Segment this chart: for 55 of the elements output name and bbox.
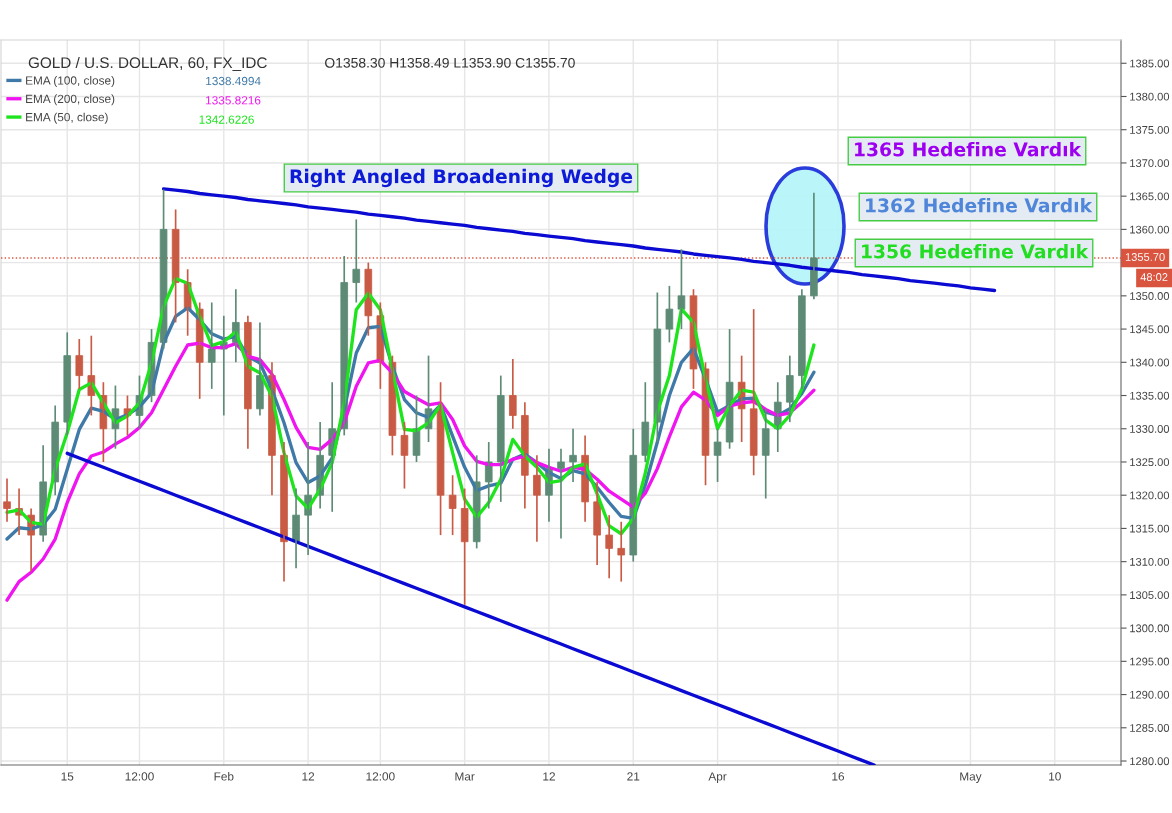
y-tick-label: 1295.00 [1130, 657, 1170, 666]
y-tick-label: 1350.00 [1130, 292, 1170, 300]
line-series [65, 451, 876, 765]
x-tick-label: Feb [214, 771, 234, 781]
y-tick-label: 1305.00 [1130, 591, 1170, 600]
x-tick-label: May [960, 772, 982, 783]
annotation: 1342.6226 [199, 115, 254, 124]
ref-line-label: 1355.70 [1125, 253, 1165, 261]
y-tick-label: 1360.00 [1130, 225, 1170, 234]
y-tick-label: 1290.00 [1130, 690, 1170, 699]
y-tick-label: 1300.00 [1130, 624, 1170, 633]
text: 48:02 [1140, 273, 1168, 281]
y-tick-label: 1380.00 [1130, 92, 1170, 101]
y-tick-label: 1330.00 [1130, 425, 1170, 433]
x-tick-label: Mar [455, 772, 475, 781]
y-tick-label: 1280.00 [1130, 757, 1170, 766]
text: O1358.30 H1358.49 L1353.90 C1355.70 [325, 57, 575, 68]
text: GOLD / U.S. DOLLAR, 60, FX_IDC [28, 56, 267, 71]
candlestick [448, 474, 457, 536]
annotation: 1362 Hedefine Vardık [866, 197, 1093, 213]
y-tick-label: 1335.00 [1130, 391, 1170, 400]
x-tick-label: 10 [1049, 772, 1061, 781]
annotation: 1335.8216 [206, 96, 261, 105]
candlestick [400, 421, 409, 490]
x-tick-label: Apr [708, 772, 727, 783]
x-tick-label: 12 [543, 772, 555, 781]
candlestick [665, 285, 674, 344]
candlestick [460, 487, 469, 606]
annotation: Right Angled Broadening Wedge [290, 168, 633, 188]
y-tick-label: 1340.00 [1130, 358, 1170, 367]
y-tick-label: 1320.00 [1130, 491, 1170, 500]
candlestick [412, 394, 421, 463]
x-tick-label: 12 [302, 772, 315, 781]
annotation: 1338.4994 [206, 76, 261, 86]
y-tick-label: 1385.00 [1130, 59, 1170, 68]
x-tick-label: 12:00 [125, 772, 154, 781]
y-tick-label: 1325.00 [1130, 458, 1170, 467]
y-tick-label: 1365.00 [1130, 192, 1170, 201]
y-tick-label: 1370.00 [1130, 159, 1170, 168]
y-tick-label: 1375.00 [1130, 125, 1170, 134]
y-tick-label: 1315.00 [1130, 524, 1170, 533]
legend-label: EMA (50, close) [26, 112, 108, 124]
x-tick-label: 16 [832, 772, 845, 781]
annotation: 1356 Hedefine Vardık [862, 243, 1089, 259]
candlestick [677, 248, 686, 330]
x-tick-label: 15 [61, 772, 74, 781]
y-tick-label: 1285.00 [1130, 724, 1170, 732]
y-tick-label: 1345.00 [1130, 325, 1170, 334]
annotation: 1365 Hedefine Vardık [855, 141, 1082, 157]
x-tick-label: 21 [627, 772, 640, 781]
candlestick [713, 427, 722, 483]
y-tick-label: 1310.00 [1130, 557, 1170, 566]
legend-label: EMA (200, close) [26, 94, 115, 106]
x-tick-label: 12:00 [366, 772, 395, 781]
legend-label: EMA (100, close) [26, 76, 115, 87]
